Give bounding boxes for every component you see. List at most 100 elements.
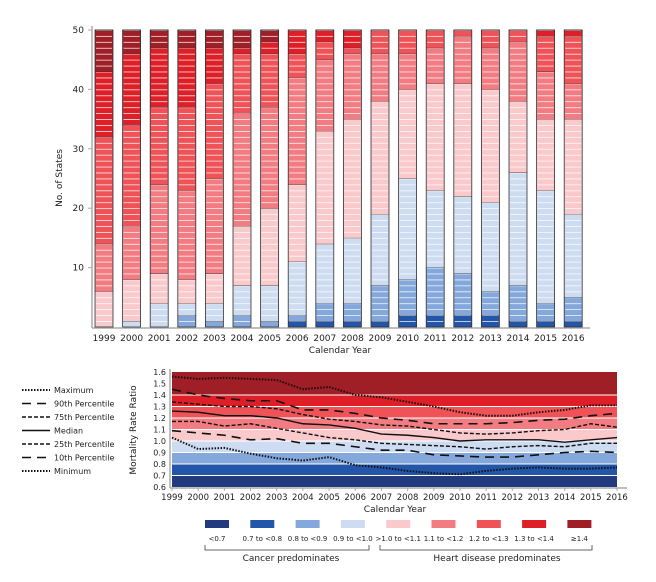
state-stripe: [509, 208, 527, 215]
state-stripe: [95, 77, 113, 84]
state-stripe: [481, 243, 500, 250]
bar-segment: [205, 302, 224, 322]
bar-segment: [343, 302, 362, 322]
bar-segment: [260, 106, 279, 209]
state-stripe: [95, 261, 113, 268]
state-stripe: [371, 130, 389, 137]
state-stripe: [481, 136, 500, 143]
state-stripe: [205, 148, 224, 155]
state-stripe: [205, 89, 224, 96]
bar-segment: [288, 320, 307, 327]
state-stripe: [315, 154, 334, 161]
bar-outline: [398, 29, 418, 328]
state-stripe: [509, 279, 527, 286]
state-stripe: [205, 184, 224, 191]
state-stripe: [150, 136, 169, 143]
state-stripe: [150, 226, 169, 232]
bar-segment: [509, 100, 527, 173]
state-stripe: [371, 71, 389, 78]
state-stripe: [95, 297, 113, 304]
y-tick-label: 0.7: [153, 472, 166, 481]
state-stripe: [205, 77, 224, 84]
state-stripe: [481, 65, 500, 72]
bar-segment: [371, 100, 389, 215]
state-stripe: [564, 119, 583, 126]
state-stripe: [260, 101, 279, 108]
state-stripe: [288, 273, 307, 280]
state-stripe: [315, 285, 334, 292]
state-stripe: [260, 303, 279, 310]
state-stripe: [536, 297, 555, 304]
state-stripe: [315, 107, 334, 114]
heart-predominates-label: Heart disease predominates: [433, 554, 560, 564]
state-stripe: [288, 261, 307, 268]
state-stripe: [288, 107, 307, 114]
state-stripe: [233, 214, 251, 221]
state-stripe: [343, 220, 362, 227]
state-stripe: [564, 113, 583, 120]
state-stripe: [260, 107, 279, 114]
state-stripe: [205, 101, 224, 108]
state-stripe: [426, 214, 445, 221]
state-stripe: [398, 95, 417, 102]
state-stripe: [122, 285, 141, 292]
state-stripe: [177, 243, 196, 250]
state-stripe: [95, 166, 113, 173]
bar-outline: [315, 29, 335, 328]
bar-segment: [564, 35, 583, 84]
state-stripe: [288, 196, 307, 203]
legend-swatch: [431, 520, 456, 528]
state-stripe: [343, 130, 362, 137]
state-stripe: [177, 53, 196, 60]
state-stripe: [509, 214, 527, 221]
state-stripe: [481, 303, 500, 310]
state-stripe: [233, 71, 251, 78]
state-stripe: [177, 136, 196, 143]
heart-bracket: [379, 545, 593, 551]
bar-segment: [288, 53, 307, 78]
bar-segment: [150, 29, 169, 48]
state-stripe: [205, 172, 224, 179]
state-stripe: [426, 59, 445, 66]
state-stripe: [205, 249, 224, 256]
bar-outline: [453, 29, 473, 328]
bar-segment: [371, 320, 389, 327]
state-stripe: [177, 261, 196, 268]
state-stripe: [453, 315, 472, 322]
legend-swatch-label: 1.3 to <1.4: [514, 535, 554, 543]
state-stripe: [150, 297, 169, 304]
state-stripe: [426, 202, 445, 209]
state-stripe: [343, 160, 362, 167]
state-stripe: [453, 71, 472, 78]
state-stripe: [371, 113, 389, 120]
percentile-line-chart: 0.6 0.7 0.8 0.9 1.0 1.1 1.2 1.3 1.4 1.5 1.6 1999 200…: [153, 368, 628, 503]
series-line-75th-percentile: [171, 401, 618, 435]
state-stripe: [426, 321, 445, 327]
bar-segment: [426, 189, 445, 268]
state-stripe: [564, 273, 583, 280]
state-stripe: [233, 315, 251, 322]
state-stripe: [371, 214, 389, 221]
bar-segment: [233, 112, 251, 227]
state-stripe: [205, 71, 224, 78]
state-stripe: [177, 160, 196, 167]
state-stripe: [150, 95, 169, 102]
state-stripe: [122, 243, 141, 250]
state-stripe: [233, 291, 251, 298]
state-stripe: [95, 309, 113, 316]
ratio-band: [172, 395, 617, 407]
legend-swatch-label: <0.7: [209, 535, 226, 543]
state-stripe: [536, 309, 555, 316]
state-stripe: [260, 315, 279, 322]
state-stripe: [122, 297, 141, 304]
state-stripe: [481, 119, 500, 126]
state-stripe: [564, 95, 583, 102]
cancer-bracket: [204, 545, 370, 551]
state-stripe: [398, 315, 417, 322]
state-stripe: [315, 77, 334, 84]
state-stripe: [260, 208, 279, 215]
bar-segment: [205, 273, 224, 304]
state-stripe: [509, 315, 527, 322]
state-stripe: [481, 255, 500, 262]
state-stripe: [315, 83, 334, 90]
